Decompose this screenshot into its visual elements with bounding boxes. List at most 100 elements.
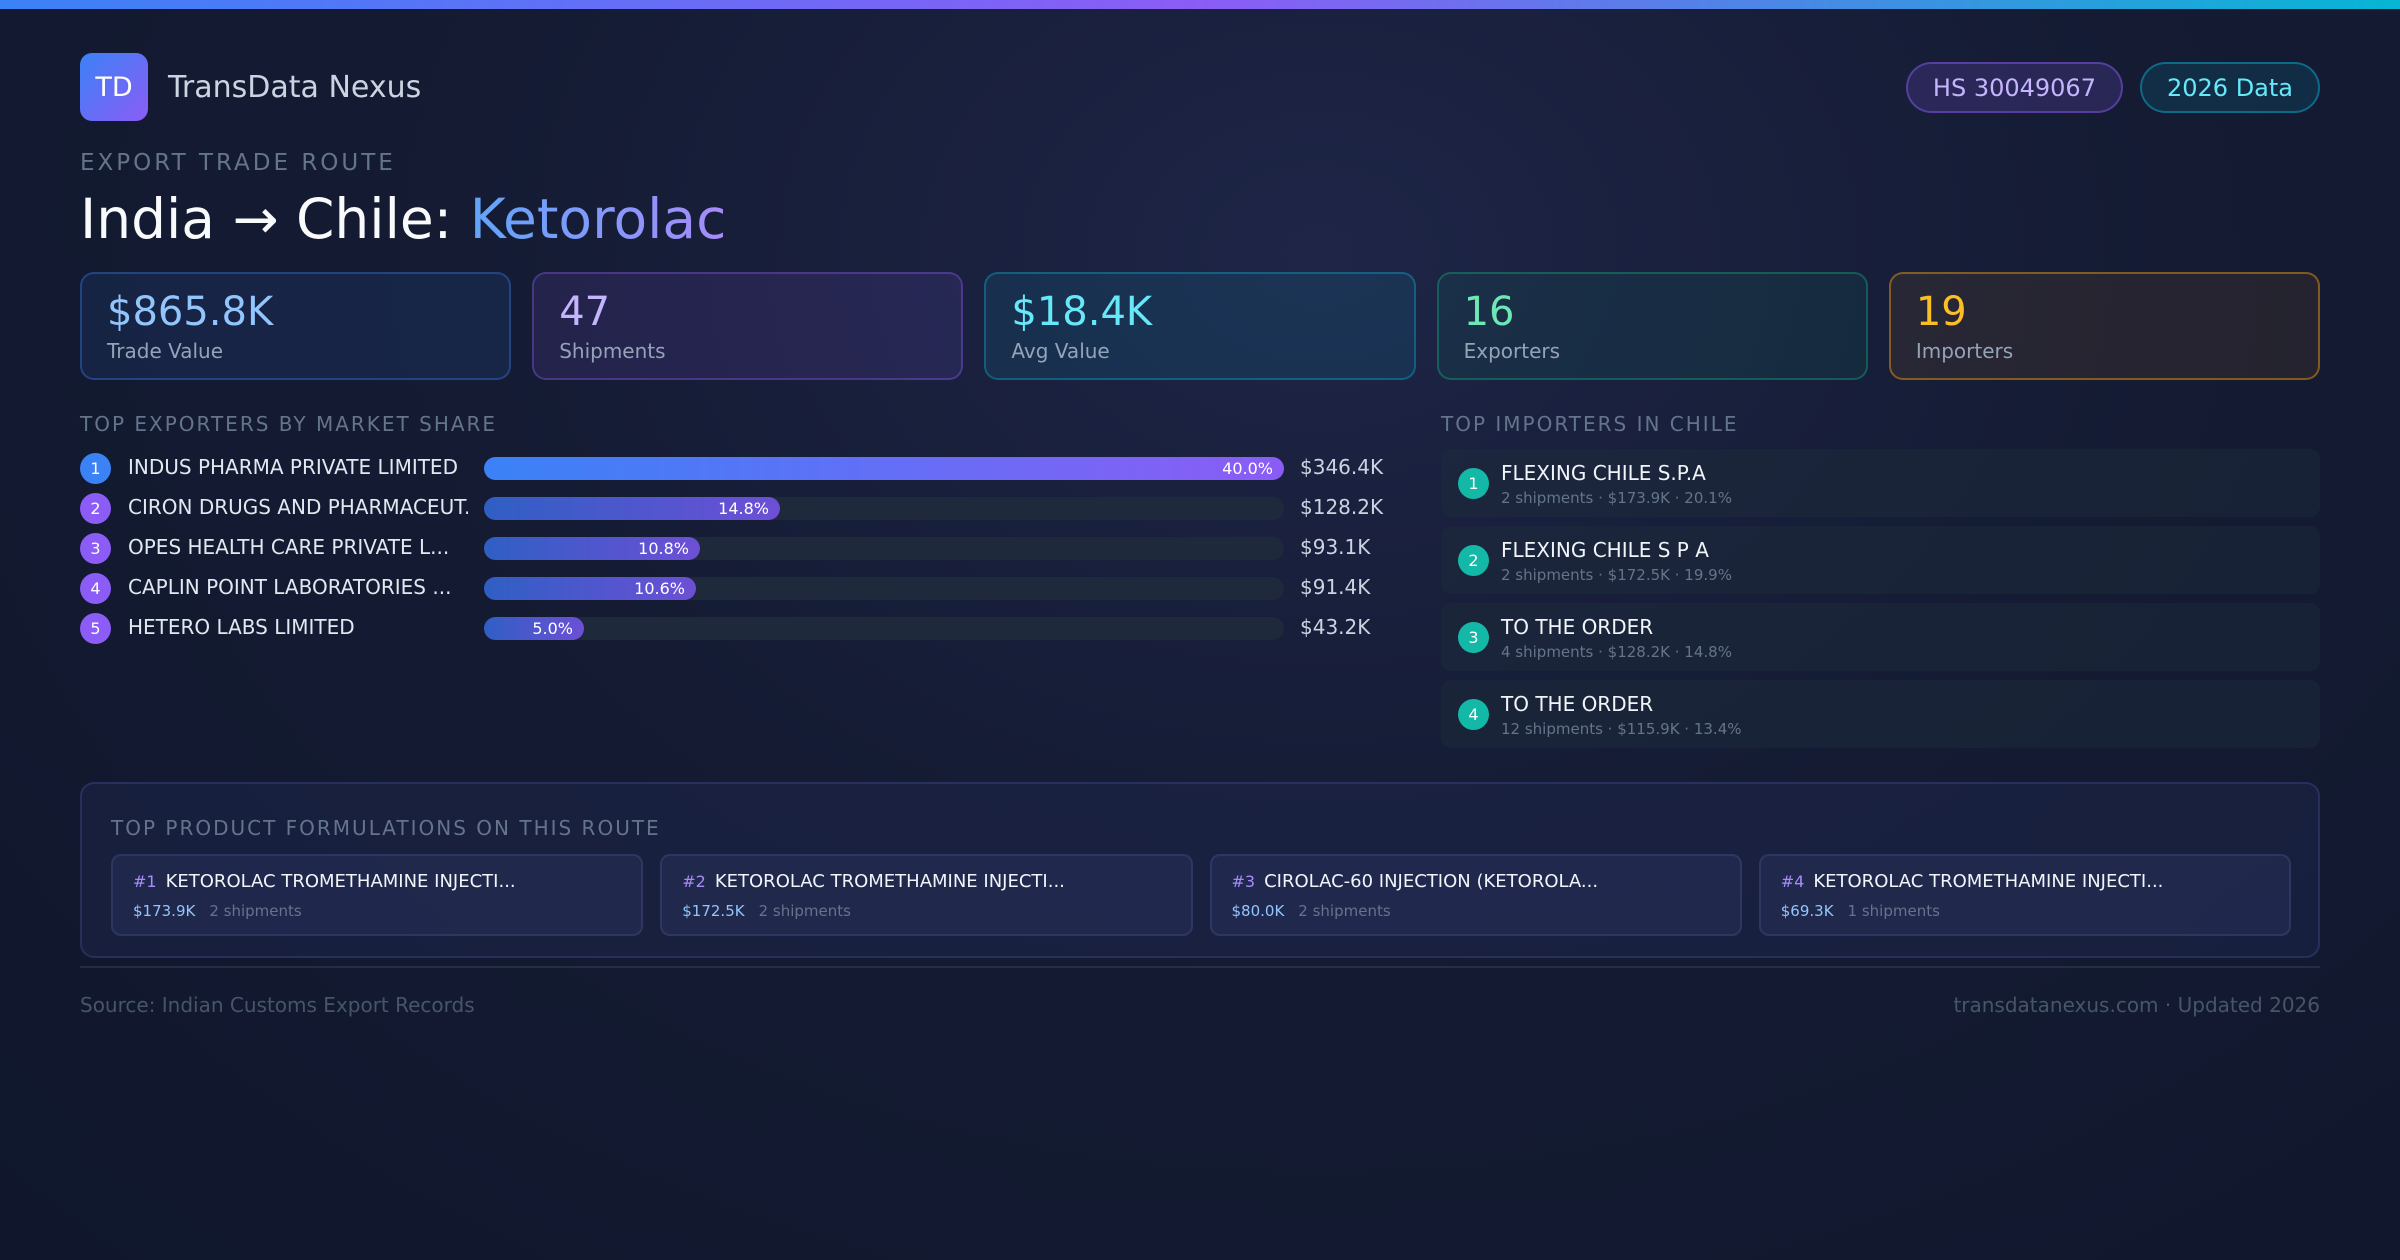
formulation-card[interactable]: #1 KETOROLAC TROMETHAMINE INJECTI... $173… bbox=[111, 854, 644, 936]
page-title: India → Chile: Ketorolac bbox=[80, 187, 726, 251]
formulation-name: KETOROLAC TROMETHAMINE INJECTI... bbox=[165, 871, 516, 892]
share-bar-fill: 10.8% bbox=[484, 537, 700, 560]
data-year-badge[interactable]: 2026 Data bbox=[2139, 62, 2320, 113]
formulation-card[interactable]: #2 KETOROLAC TROMETHAMINE INJECTI... $172… bbox=[660, 854, 1193, 936]
share-percent: 40.0% bbox=[1222, 459, 1273, 478]
footer-site[interactable]: transdatanexus.com · Updated 2026 bbox=[1953, 993, 2320, 1017]
stat-label: Exporters bbox=[1463, 339, 1561, 363]
share-bar-fill: 14.8% bbox=[484, 497, 780, 520]
formulation-rank: #2 bbox=[682, 872, 706, 891]
share-percent: 10.8% bbox=[638, 539, 689, 558]
formulation-card[interactable]: #3 CIROLAC-60 INJECTION (KETOROLA... $80.… bbox=[1209, 854, 1742, 936]
formulation-meta: $69.3K 1 shipments bbox=[1781, 902, 1940, 920]
formulation-heading: #2 KETOROLAC TROMETHAMINE INJECTI... bbox=[682, 871, 1065, 892]
importer-card[interactable]: 1 FLEXING CHILE S.P.A 2 shipments · $173… bbox=[1441, 449, 2320, 517]
formulation-rank: #3 bbox=[1231, 872, 1256, 891]
formulation-value: $172.5K bbox=[682, 902, 745, 920]
formulation-heading: #3 CIROLAC-60 INJECTION (KETOROLA... bbox=[1232, 871, 1599, 892]
share-bar-fill: 5.0% bbox=[484, 617, 584, 640]
importer-name: FLEXING CHILE S.P.A bbox=[1501, 461, 1706, 485]
exporter-value: $128.2K bbox=[1300, 495, 1384, 519]
exporter-value: $43.2K bbox=[1300, 615, 1371, 639]
importer-card[interactable]: 4 TO THE ORDER 12 shipments · $115.9K · … bbox=[1441, 680, 2320, 748]
formulation-rank: #1 bbox=[133, 872, 157, 891]
formulation-heading: #1 KETOROLAC TROMETHAMINE INJECTI... bbox=[133, 871, 516, 892]
rank-badge: 1 bbox=[1458, 468, 1489, 499]
exporters-list: 1 INDUS PHARMA PRIVATE LIMITED 40.0% $34… bbox=[80, 448, 1384, 648]
route-kicker: EXPORT TRADE ROUTE bbox=[80, 150, 396, 176]
formulation-shipments: 2 shipments bbox=[209, 902, 302, 920]
stat-value: 16 bbox=[1463, 289, 1515, 335]
formulation-card[interactable]: #4 KETOROLAC TROMETHAMINE INJECTI... $69.… bbox=[1758, 854, 2291, 936]
stat-value: $865.8K bbox=[107, 289, 274, 335]
stats-row: $865.8K Trade Value 47 Shipments $18.4K … bbox=[80, 272, 2321, 380]
exporter-name: OPES HEALTH CARE PRIVATE L... bbox=[128, 535, 450, 559]
exporter-name: CIRON DRUGS AND PHARMACEUT... bbox=[128, 495, 468, 519]
rank-badge: 4 bbox=[1458, 699, 1489, 730]
brand-logo[interactable]: TD bbox=[80, 53, 148, 121]
formulations-section-title: TOP PRODUCT FORMULATIONS ON THIS ROUTE bbox=[111, 816, 661, 840]
exporter-row[interactable]: 3 OPES HEALTH CARE PRIVATE L... 10.8% $9… bbox=[80, 528, 1380, 568]
stat-card-avg-value: $18.4K Avg Value bbox=[984, 272, 1416, 380]
importer-detail: 12 shipments · $115.9K · 13.4% bbox=[1501, 720, 1742, 738]
share-bar-track: 10.8% bbox=[484, 537, 1284, 560]
formulation-shipments: 2 shipments bbox=[1298, 902, 1391, 920]
formulation-heading: #4 KETOROLAC TROMETHAMINE INJECTI... bbox=[1781, 871, 2164, 892]
importer-card[interactable]: 3 TO THE ORDER 4 shipments · $128.2K · 1… bbox=[1441, 603, 2320, 671]
footer-divider bbox=[80, 966, 2320, 968]
exporters-section-title: TOP EXPORTERS BY MARKET SHARE bbox=[80, 412, 498, 436]
formulation-cards: #1 KETOROLAC TROMETHAMINE INJECTI... $173… bbox=[111, 854, 2291, 936]
brand-name[interactable]: TransData Nexus bbox=[168, 70, 422, 105]
formulation-meta: $80.0K 2 shipments bbox=[1232, 902, 1391, 920]
exporter-row[interactable]: 2 CIRON DRUGS AND PHARMACEUT... 14.8% $1… bbox=[80, 488, 1384, 528]
formulation-name: KETOROLAC TROMETHAMINE INJECTI... bbox=[1813, 871, 2164, 892]
importer-detail: 2 shipments · $172.5K · 19.9% bbox=[1501, 566, 1732, 584]
importers-section-title: TOP IMPORTERS IN CHILE bbox=[1441, 412, 1739, 436]
product-title: Ketorolac bbox=[469, 187, 727, 251]
share-bar-fill: 10.6% bbox=[484, 577, 696, 600]
stat-value: 19 bbox=[1915, 289, 1967, 335]
rank-badge: 2 bbox=[80, 493, 111, 524]
formulation-shipments: 1 shipments bbox=[1847, 902, 1940, 920]
exporter-row[interactable]: 5 HETERO LABS LIMITED 5.0% $43.2K bbox=[80, 608, 1380, 648]
share-bar-track: 40.0% bbox=[484, 457, 1284, 480]
share-percent: 10.6% bbox=[634, 579, 685, 598]
formulation-value: $173.9K bbox=[133, 902, 196, 920]
exporter-value: $346.4K bbox=[1300, 455, 1384, 479]
stat-value: 47 bbox=[559, 289, 611, 335]
stat-card-exporters: 16 Exporters bbox=[1436, 272, 1868, 380]
importer-name: TO THE ORDER bbox=[1501, 692, 1654, 716]
importer-detail: 2 shipments · $173.9K · 20.1% bbox=[1501, 489, 1732, 507]
top-accent-bar bbox=[0, 0, 2400, 9]
share-bar-track: 5.0% bbox=[484, 617, 1284, 640]
importer-detail: 4 shipments · $128.2K · 14.8% bbox=[1501, 643, 1732, 661]
route-title: India → Chile: bbox=[80, 187, 470, 251]
importers-list: 1 FLEXING CHILE S.P.A 2 shipments · $173… bbox=[1441, 449, 2320, 757]
stat-card-importers: 19 Importers bbox=[1888, 272, 2321, 380]
formulation-meta: $173.9K 2 shipments bbox=[133, 902, 302, 920]
share-bar-track: 14.8% bbox=[484, 497, 1284, 520]
footer-source: Source: Indian Customs Export Records bbox=[80, 993, 475, 1017]
formulation-value: $80.0K bbox=[1231, 902, 1285, 920]
rank-badge: 4 bbox=[80, 573, 111, 604]
importer-name: TO THE ORDER bbox=[1501, 615, 1654, 639]
share-bar-track: 10.6% bbox=[484, 577, 1284, 600]
formulation-shipments: 2 shipments bbox=[758, 902, 851, 920]
share-percent: 5.0% bbox=[532, 619, 573, 638]
exporter-row[interactable]: 4 CAPLIN POINT LABORATORIES ... 10.6% $9… bbox=[80, 568, 1380, 608]
rank-badge: 2 bbox=[1458, 545, 1489, 576]
formulation-name: KETOROLAC TROMETHAMINE INJECTI... bbox=[714, 871, 1065, 892]
formulation-rank: #4 bbox=[1780, 872, 1805, 891]
rank-badge: 3 bbox=[1458, 622, 1489, 653]
formulations-panel: TOP PRODUCT FORMULATIONS ON THIS ROUTE #… bbox=[80, 782, 2320, 958]
exporter-value: $91.4K bbox=[1300, 575, 1371, 599]
exporter-name: CAPLIN POINT LABORATORIES ... bbox=[128, 575, 452, 599]
hs-code-badge[interactable]: HS 30049067 bbox=[1905, 62, 2123, 113]
rank-badge: 5 bbox=[80, 613, 111, 644]
importer-card[interactable]: 2 FLEXING CHILE S P A 2 shipments · $172… bbox=[1441, 526, 2320, 594]
formulation-name: CIROLAC-60 INJECTION (KETOROLA... bbox=[1264, 871, 1599, 892]
exporter-row[interactable]: 1 INDUS PHARMA PRIVATE LIMITED 40.0% $34… bbox=[80, 448, 1384, 488]
formulation-value: $69.3K bbox=[1780, 902, 1834, 920]
rank-badge: 1 bbox=[80, 453, 111, 484]
stat-label: Importers bbox=[1915, 339, 2014, 363]
